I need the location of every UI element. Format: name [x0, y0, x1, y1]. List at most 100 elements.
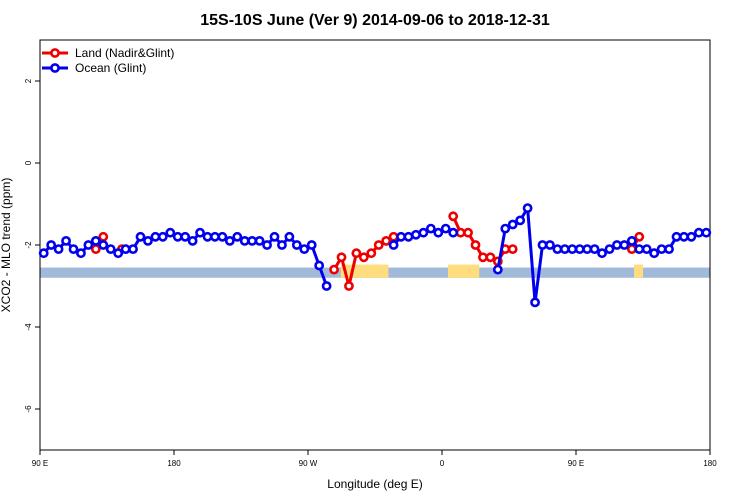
data-point — [98, 231, 109, 242]
data-point — [664, 244, 674, 254]
data-point — [641, 244, 652, 254]
data-point — [440, 223, 451, 234]
data-point — [448, 211, 459, 222]
data-point — [336, 252, 347, 263]
data-point — [314, 260, 325, 271]
data-point — [120, 244, 131, 254]
x-tick-label: 90 W — [299, 459, 318, 468]
data-point — [425, 223, 436, 234]
legend-label: Land (Nadir&Glint) — [75, 46, 174, 60]
data-point — [83, 240, 94, 250]
data-point — [701, 227, 712, 238]
y-tick-label: -4 — [24, 323, 33, 331]
data-point — [306, 240, 317, 250]
data-point — [61, 235, 71, 246]
data-point — [515, 215, 526, 226]
data-point — [90, 235, 101, 246]
legend-label: Ocean (Glint) — [75, 61, 146, 75]
data-point — [589, 244, 600, 254]
data-point — [686, 231, 697, 242]
data-point — [582, 244, 593, 254]
data-point — [53, 244, 64, 254]
data-point — [478, 252, 488, 263]
data-point — [291, 240, 302, 250]
data-point — [128, 244, 138, 254]
data-point — [679, 231, 689, 242]
data-point — [545, 240, 555, 250]
data-point — [567, 244, 578, 254]
data-point — [210, 231, 220, 242]
data-point — [157, 231, 168, 242]
data-point — [433, 227, 444, 238]
data-point — [262, 240, 272, 250]
y-axis-label: XCO2 - MLO trend (ppm) — [0, 178, 13, 313]
data-point — [522, 203, 533, 213]
data-point — [358, 252, 369, 263]
data-point — [626, 235, 637, 246]
data-point — [46, 240, 57, 250]
data-point — [381, 235, 392, 246]
data-point — [492, 264, 503, 275]
data-point — [344, 281, 354, 291]
data-point — [269, 231, 280, 242]
data-point — [90, 244, 101, 254]
data-point — [239, 235, 250, 246]
data-point — [403, 231, 414, 242]
data-point — [113, 248, 124, 259]
data-point — [150, 231, 161, 242]
series-line-segment — [347, 252, 358, 287]
data-point — [559, 244, 570, 254]
data-point — [68, 244, 79, 254]
data-point — [254, 235, 265, 246]
legend-marker — [50, 48, 60, 58]
data-point — [552, 244, 563, 254]
data-point — [165, 227, 176, 238]
data-point — [277, 240, 287, 250]
series-line-segment — [533, 244, 544, 303]
data-point — [98, 240, 109, 250]
series-layer — [38, 203, 712, 308]
data-point — [143, 235, 153, 246]
data-point — [537, 240, 548, 250]
data-point — [470, 240, 481, 250]
data-point — [649, 248, 660, 259]
data-point — [634, 244, 645, 254]
x-tick-label: 90 E — [568, 459, 584, 468]
chart-title: 15S-10S June (Ver 9) 2014-09-06 to 2018-… — [200, 12, 550, 29]
x-axis-label: Longitude (deg E) — [327, 477, 422, 491]
data-point — [507, 219, 518, 230]
x-tick-label: 90 E — [32, 459, 48, 468]
land-strip-segment — [447, 264, 480, 278]
x-tick-label: 0 — [440, 459, 445, 468]
data-point — [388, 240, 399, 250]
x-tick-label: 180 — [703, 459, 717, 468]
data-point — [180, 231, 191, 242]
data-point — [612, 240, 622, 250]
land-strip-segment — [634, 264, 643, 278]
legend: Land (Nadir&Glint)Ocean (Glint) — [42, 46, 174, 75]
data-point — [351, 248, 362, 259]
legend-marker — [50, 63, 60, 73]
data-point — [388, 231, 399, 242]
data-point — [373, 240, 384, 250]
series-line-segment — [526, 207, 537, 303]
data-point — [597, 248, 607, 259]
data-point — [284, 231, 295, 242]
y-tick-label: -6 — [24, 405, 33, 413]
data-point — [396, 231, 406, 242]
data-point — [195, 227, 205, 238]
data-point — [619, 240, 630, 250]
y-tick-label: 2 — [24, 78, 33, 83]
data-point — [693, 227, 704, 238]
data-point — [671, 231, 682, 242]
data-point — [574, 244, 585, 254]
land-strip-segment — [340, 264, 389, 278]
data-point — [202, 231, 213, 242]
data-point — [626, 244, 637, 254]
data-point — [232, 231, 243, 242]
data-point — [217, 231, 228, 242]
x-tick-label: 180 — [167, 459, 181, 468]
data-point — [187, 235, 198, 246]
data-point — [172, 231, 183, 242]
